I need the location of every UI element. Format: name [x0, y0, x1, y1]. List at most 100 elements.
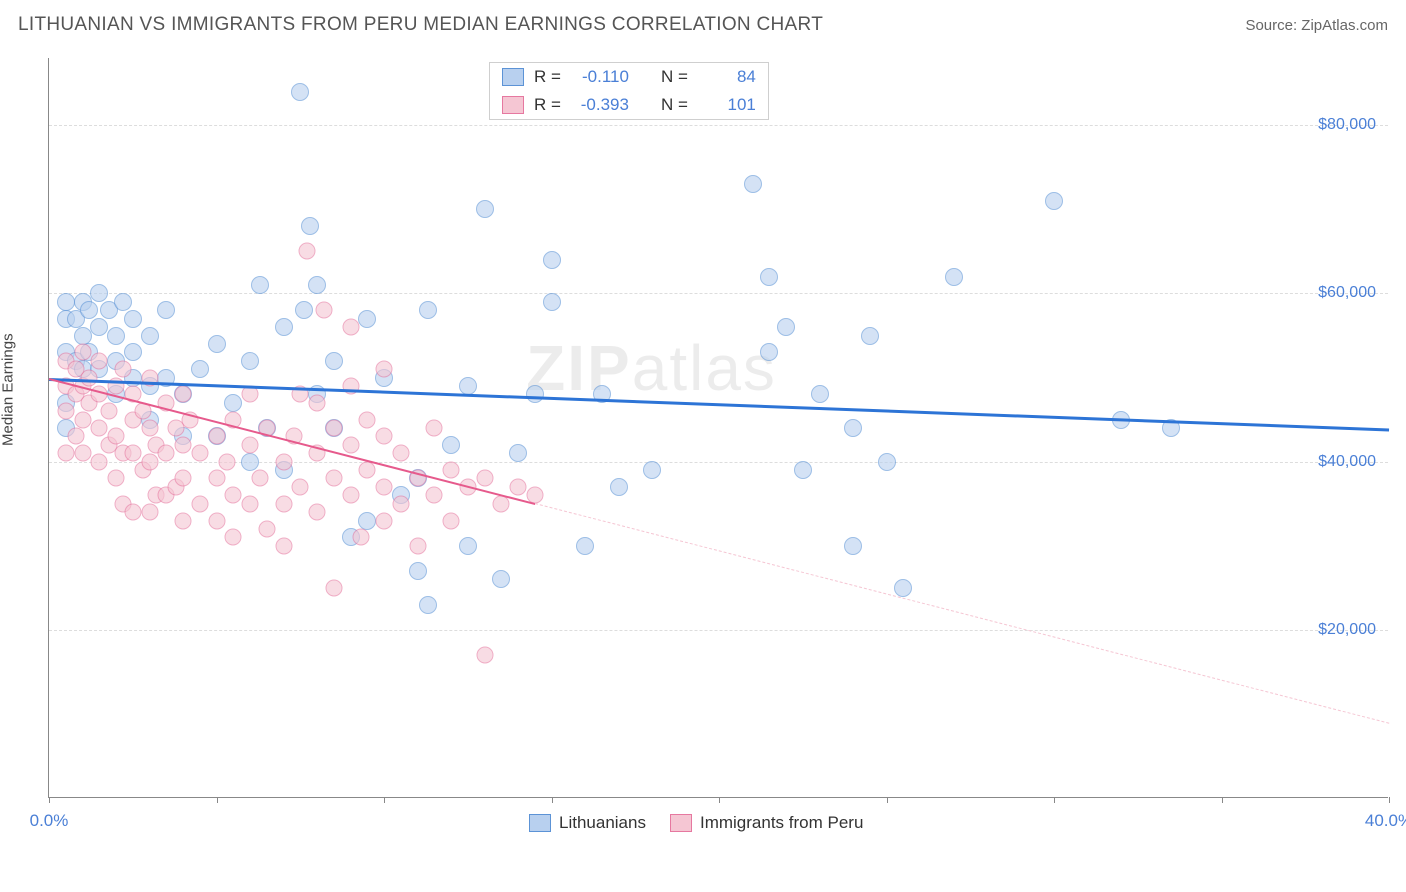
data-point: [409, 562, 427, 580]
y-tick-label: $40,000: [1318, 453, 1376, 471]
data-point: [309, 504, 326, 521]
n-value: 84: [698, 67, 756, 87]
data-point: [1045, 192, 1063, 210]
data-point: [359, 411, 376, 428]
data-point: [90, 284, 108, 302]
legend-swatch: [529, 814, 551, 832]
data-point: [108, 470, 125, 487]
r-label: R =: [534, 95, 561, 115]
data-point: [894, 579, 912, 597]
data-point: [376, 428, 393, 445]
n-label: N =: [661, 95, 688, 115]
x-tick-mark: [887, 797, 888, 803]
data-point: [157, 301, 175, 319]
trendline: [49, 378, 1389, 431]
data-point: [91, 352, 108, 369]
data-point: [90, 318, 108, 336]
data-point: [342, 319, 359, 336]
data-point: [443, 512, 460, 529]
stats-row: R =-0.110N =84: [490, 63, 768, 91]
data-point: [526, 385, 544, 403]
data-point: [74, 327, 92, 345]
x-tick-label: 0.0%: [30, 811, 69, 831]
data-point: [576, 537, 594, 555]
data-point: [426, 487, 443, 504]
x-tick-mark: [1054, 797, 1055, 803]
data-point: [376, 478, 393, 495]
data-point: [325, 470, 342, 487]
data-point: [242, 495, 259, 512]
y-tick-label: $20,000: [1318, 621, 1376, 639]
data-point: [141, 453, 158, 470]
r-label: R =: [534, 67, 561, 87]
r-value: -0.393: [571, 95, 629, 115]
data-point: [124, 445, 141, 462]
data-point: [376, 512, 393, 529]
data-point: [275, 318, 293, 336]
x-tick-mark: [217, 797, 218, 803]
data-point: [67, 428, 84, 445]
data-point: [74, 411, 91, 428]
data-point: [275, 495, 292, 512]
data-point: [74, 344, 91, 361]
data-point: [844, 419, 862, 437]
chart-title: LITHUANIAN VS IMMIGRANTS FROM PERU MEDIA…: [18, 14, 823, 36]
chart-header: LITHUANIAN VS IMMIGRANTS FROM PERU MEDIA…: [18, 14, 1388, 36]
data-point: [509, 444, 527, 462]
data-point: [298, 243, 315, 260]
data-point: [107, 327, 125, 345]
data-point: [208, 428, 225, 445]
gridline: [49, 125, 1388, 126]
data-point: [208, 470, 225, 487]
data-point: [241, 352, 259, 370]
data-point: [376, 361, 393, 378]
data-point: [57, 403, 74, 420]
plot-area: ZIPatlas $20,000$40,000$60,000$80,0000.0…: [48, 58, 1388, 798]
data-point: [409, 537, 426, 554]
data-point: [476, 470, 493, 487]
data-point: [91, 453, 108, 470]
y-tick-label: $60,000: [1318, 284, 1376, 302]
data-point: [175, 470, 192, 487]
legend-swatch: [502, 96, 524, 114]
watermark-light: atlas: [632, 332, 777, 404]
data-point: [124, 504, 141, 521]
data-point: [275, 453, 292, 470]
correlation-stats-box: R =-0.110N =84R =-0.393N =101: [489, 62, 769, 120]
data-point: [208, 512, 225, 529]
data-point: [459, 377, 477, 395]
x-tick-mark: [49, 797, 50, 803]
data-point: [861, 327, 879, 345]
data-point: [242, 436, 259, 453]
data-point: [224, 394, 242, 412]
r-value: -0.110: [571, 67, 629, 87]
trendline-extrapolated: [535, 503, 1389, 724]
data-point: [760, 343, 778, 361]
legend-swatch: [502, 68, 524, 86]
gridline: [49, 293, 1388, 294]
x-tick-label: 40.0%: [1365, 811, 1406, 831]
data-point: [352, 529, 369, 546]
x-tick-mark: [384, 797, 385, 803]
data-point: [945, 268, 963, 286]
data-point: [315, 302, 332, 319]
data-point: [57, 293, 75, 311]
data-point: [141, 504, 158, 521]
data-point: [175, 512, 192, 529]
data-point: [426, 420, 443, 437]
data-point: [101, 403, 118, 420]
data-point: [208, 335, 226, 353]
data-point: [492, 570, 510, 588]
data-point: [258, 520, 275, 537]
data-point: [175, 436, 192, 453]
data-point: [251, 276, 269, 294]
legend-label: Immigrants from Peru: [700, 813, 863, 833]
y-axis-label: Median Earnings: [0, 333, 17, 446]
data-point: [476, 200, 494, 218]
data-point: [114, 293, 132, 311]
data-point: [292, 478, 309, 495]
data-point: [342, 487, 359, 504]
legend: LithuaniansImmigrants from Peru: [529, 813, 863, 833]
legend-swatch: [670, 814, 692, 832]
data-point: [308, 276, 326, 294]
